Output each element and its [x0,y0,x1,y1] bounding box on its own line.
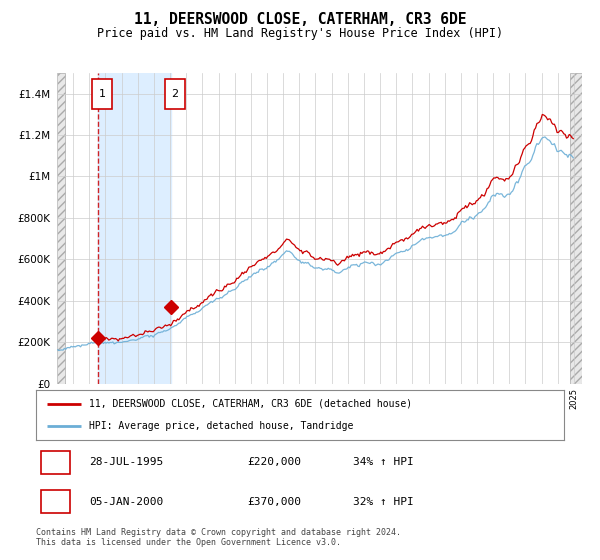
FancyBboxPatch shape [41,451,70,474]
FancyBboxPatch shape [41,490,70,514]
Text: 32% ↑ HPI: 32% ↑ HPI [353,497,413,507]
Text: 11, DEERSWOOD CLOSE, CATERHAM, CR3 6DE (detached house): 11, DEERSWOOD CLOSE, CATERHAM, CR3 6DE (… [89,399,412,409]
Text: 1: 1 [98,89,106,99]
Text: £220,000: £220,000 [247,458,301,468]
Text: Price paid vs. HM Land Registry's House Price Index (HPI): Price paid vs. HM Land Registry's House … [97,27,503,40]
FancyBboxPatch shape [165,79,185,109]
Text: 11, DEERSWOOD CLOSE, CATERHAM, CR3 6DE: 11, DEERSWOOD CLOSE, CATERHAM, CR3 6DE [134,12,466,27]
Text: 1: 1 [52,456,59,469]
Bar [98,73,171,384]
Text: 28-JUL-1995: 28-JUL-1995 [89,458,163,468]
Text: 05-JAN-2000: 05-JAN-2000 [89,497,163,507]
Bar [57,73,65,384]
Text: £370,000: £370,000 [247,497,301,507]
Text: Contains HM Land Registry data © Crown copyright and database right 2024.
This d: Contains HM Land Registry data © Crown c… [36,528,401,547]
Text: 2: 2 [52,495,59,508]
Text: HPI: Average price, detached house, Tandridge: HPI: Average price, detached house, Tand… [89,421,353,431]
Text: 34% ↑ HPI: 34% ↑ HPI [353,458,413,468]
FancyBboxPatch shape [92,79,112,109]
Bar [570,73,582,384]
Text: 2: 2 [171,89,178,99]
